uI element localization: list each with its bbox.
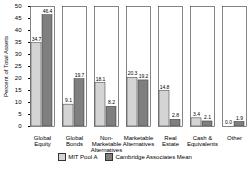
svg-text:25: 25 (15, 63, 22, 69)
svg-text:Non-MarketableAlternatives: Non-MarketableAlternatives (91, 135, 122, 152)
html-text:Cambridge Associates Mean: Cambridge Associates Mean (115, 154, 192, 160)
svg-text:19.2: 19.2 (139, 73, 149, 79)
svg-text:34.7: 34.7 (32, 36, 42, 42)
svg-text:14.8: 14.8 (160, 84, 170, 90)
svg-text:20: 20 (15, 75, 22, 81)
svg-text:30: 30 (15, 51, 22, 57)
svg-text:Cash &Equivalents: Cash &Equivalents (187, 135, 218, 147)
svg-text:5: 5 (18, 111, 22, 117)
svg-text:1.9: 1.9 (236, 115, 243, 121)
svg-text:Other: Other (227, 135, 242, 141)
svg-text:9.1: 9.1 (65, 97, 72, 103)
svg-text:20.3: 20.3 (128, 70, 138, 76)
svg-text:15: 15 (15, 87, 22, 93)
svg-text:Percent of Total Assets: Percent of Total Assets (3, 36, 9, 97)
svg-text:RealEstate: RealEstate (162, 135, 180, 147)
svg-text:2.1: 2.1 (204, 114, 211, 120)
svg-text:18.1: 18.1 (96, 76, 106, 82)
svg-text:19.7: 19.7 (75, 72, 85, 78)
svg-text:45: 45 (15, 15, 22, 21)
svg-text:3.4: 3.4 (193, 111, 200, 117)
svg-text:0: 0 (18, 123, 22, 129)
svg-text:MarketableAlternatives: MarketableAlternatives (123, 135, 154, 147)
svg-text:46.4: 46.4 (43, 8, 53, 14)
svg-text:2.8: 2.8 (172, 112, 179, 118)
svg-text:50: 50 (15, 3, 22, 9)
svg-text:0.0: 0.0 (225, 119, 232, 125)
svg-text:8.2: 8.2 (108, 99, 115, 105)
svg-text:GlobalBonds: GlobalBonds (66, 135, 83, 147)
svg-text:35: 35 (15, 39, 22, 45)
svg-text:GlobalEquity: GlobalEquity (34, 135, 51, 147)
svg-text:10: 10 (15, 99, 22, 105)
html-text:MIT Pool A: MIT Pool A (68, 154, 98, 160)
svg-text:40: 40 (15, 27, 22, 33)
